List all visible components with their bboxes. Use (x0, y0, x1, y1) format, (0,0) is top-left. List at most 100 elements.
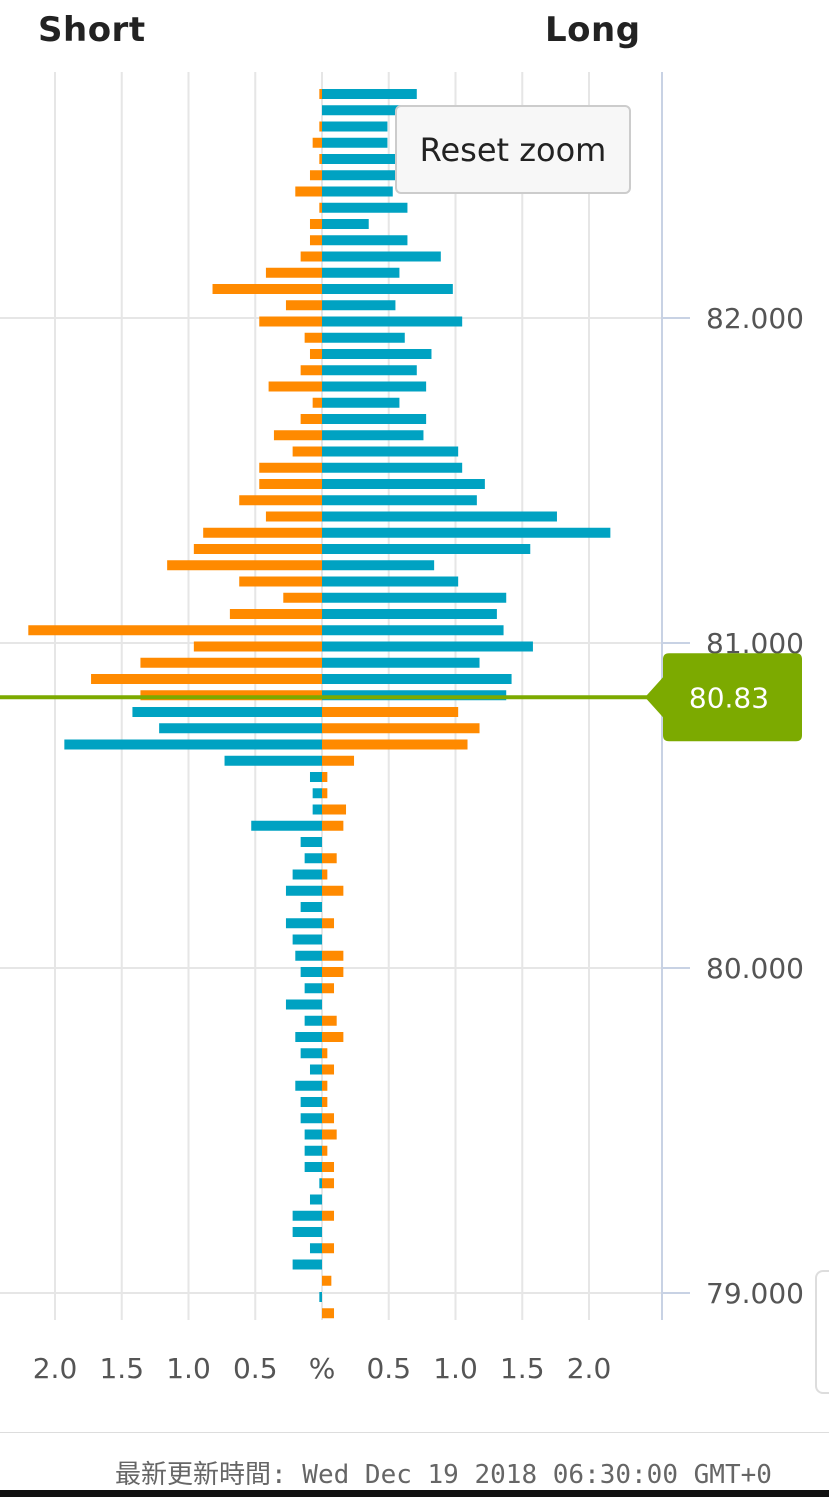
x-tick-label: 2.0 (567, 1352, 612, 1385)
long-bar (322, 284, 453, 294)
short-bar (268, 381, 322, 392)
long-bar (295, 1032, 322, 1042)
short-bar (322, 804, 347, 815)
short-bar (322, 1145, 328, 1156)
long-bar (322, 609, 497, 619)
x-tick-label: 0.5 (233, 1352, 278, 1385)
long-bar (322, 560, 435, 571)
long-bar (292, 1259, 322, 1270)
long-bar (285, 918, 322, 929)
short-bar (322, 723, 480, 734)
x-tick-label: 1.0 (166, 1352, 211, 1385)
short-header-label: Short (38, 10, 146, 50)
short-bar (259, 479, 322, 489)
long-bar (322, 300, 396, 311)
short-bar (309, 235, 322, 246)
short-bar (312, 137, 322, 148)
long-bar (322, 462, 463, 473)
long-bar (322, 332, 405, 343)
short-bar (322, 885, 344, 896)
long-bar (322, 202, 408, 213)
short-bar (322, 1210, 335, 1221)
short-bar (283, 592, 322, 603)
order-book-chart: 2.0 1.5 1.0 0.5% 0.5 1.0 1.5 2.082.00081.00080.… (0, 72, 804, 1385)
long-bar (132, 707, 322, 717)
short-bar (322, 1178, 335, 1189)
long-bar (322, 170, 397, 181)
short-bar (265, 267, 322, 278)
x-tick-label: 1.5 (99, 1352, 144, 1385)
long-bar (304, 1162, 322, 1172)
long-bar (322, 251, 441, 262)
last-updated-text: 最新更新時間: Wed Dec 19 2018 06:30:00 GMT+0 (115, 1460, 772, 1490)
short-bar (312, 397, 322, 408)
long-bar (319, 1178, 322, 1189)
short-bar (322, 1015, 337, 1026)
long-bar (322, 219, 369, 229)
short-bar (322, 772, 328, 782)
long-bar (300, 1097, 322, 1107)
long-bar (292, 1227, 322, 1237)
long-bar (322, 674, 512, 684)
long-bar (159, 723, 322, 734)
short-bar (322, 1308, 335, 1319)
short-bar (322, 950, 344, 961)
short-bar (322, 1243, 335, 1254)
short-bar (319, 121, 322, 132)
long-bar (300, 967, 322, 977)
short-bar (322, 707, 459, 717)
long-bar (224, 755, 322, 766)
current-price-marker: 80.83 (0, 653, 802, 742)
long-bar (300, 1113, 322, 1124)
short-bar (193, 641, 322, 652)
long-bar (64, 739, 322, 750)
short-bar (322, 1275, 332, 1286)
short-bar (322, 869, 328, 880)
short-bar (322, 967, 344, 977)
long-bar (322, 657, 480, 668)
short-bar (319, 154, 322, 164)
short-bar (300, 251, 322, 262)
long-bar (322, 154, 397, 164)
short-bar (193, 544, 322, 554)
short-bar (322, 853, 337, 864)
short-bar (285, 300, 322, 311)
long-bar (292, 1210, 322, 1221)
short-bar (295, 186, 322, 197)
long-bar (322, 235, 408, 246)
long-bar (322, 89, 417, 99)
short-bar (309, 349, 322, 359)
reset-zoom-button[interactable]: Reset zoom (395, 105, 631, 194)
x-tick-label: 2.0 (33, 1352, 78, 1385)
short-bar (300, 365, 322, 376)
long-bar (292, 934, 322, 945)
short-bar (292, 446, 322, 457)
long-bar (300, 902, 322, 912)
short-bar (229, 609, 322, 619)
long-bar (309, 1243, 322, 1254)
current-price-label: 80.83 (689, 681, 769, 714)
side-panel-handle[interactable] (815, 1270, 829, 1394)
short-bar (203, 527, 322, 538)
short-bar (322, 788, 328, 799)
short-bar (309, 219, 322, 229)
long-bar (295, 950, 322, 961)
bottom-bar (0, 1490, 829, 1497)
long-bar (295, 1080, 322, 1091)
short-bar (322, 1162, 335, 1172)
long-bar (251, 820, 322, 831)
long-bar (322, 527, 611, 538)
long-header-label: Long (545, 10, 641, 50)
short-bar (322, 739, 468, 750)
long-bar (322, 479, 485, 489)
x-tick-label: 0.5 (366, 1352, 411, 1385)
long-bar (300, 837, 322, 847)
long-bar (322, 625, 504, 636)
short-bar (322, 1129, 337, 1140)
long-bar (322, 446, 459, 457)
short-bar (322, 918, 335, 929)
long-bar (322, 576, 459, 587)
x-tick-label: % (309, 1352, 336, 1385)
long-bar (312, 804, 322, 815)
long-bar (322, 641, 533, 652)
